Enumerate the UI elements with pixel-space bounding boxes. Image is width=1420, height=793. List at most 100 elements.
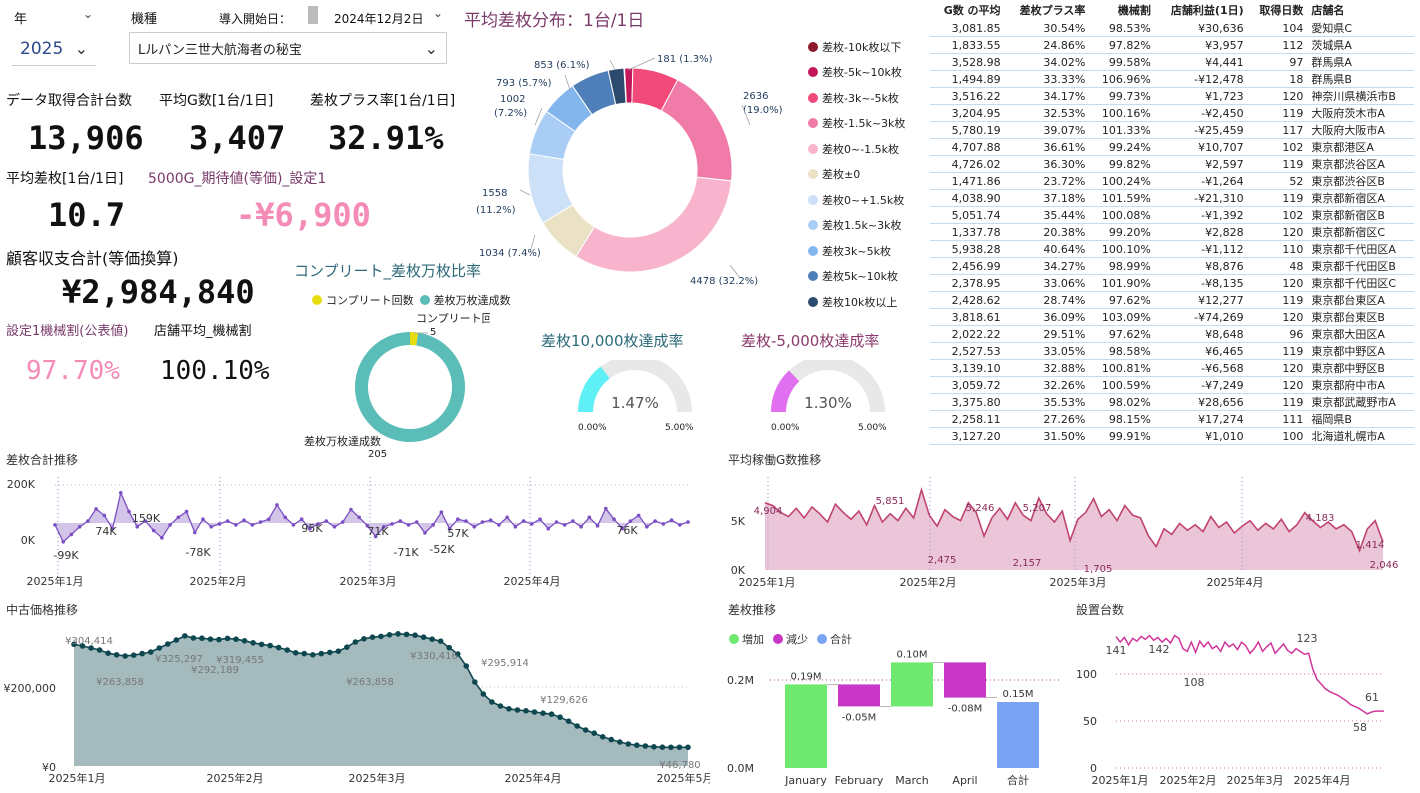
legend-item[interactable]: 差枚-5k~10k枚 bbox=[808, 60, 905, 86]
x-tick-label: 2025年4月 bbox=[1207, 575, 1264, 589]
table-row[interactable]: 3,516.22 34.17% 99.73% ¥1,723 120 神奈川県横浜市B bbox=[930, 87, 1414, 105]
legend-item[interactable]: 差枚5k~10k枚 bbox=[808, 264, 905, 290]
table-row[interactable]: 1,833.55 24.86% 97.82% ¥3,957 112 茨城県A bbox=[930, 36, 1414, 54]
data-point bbox=[250, 640, 256, 646]
table-cell: 東京都新宿区A bbox=[1307, 189, 1414, 207]
data-point bbox=[685, 744, 691, 751]
legend-dot bbox=[808, 92, 818, 103]
year-dropdown[interactable]: 2025 ⌄ bbox=[12, 32, 96, 66]
series-line bbox=[764, 486, 1384, 553]
legend-item[interactable]: 差枚-10k枚以下 bbox=[808, 34, 905, 60]
data-point bbox=[275, 503, 279, 507]
table-row[interactable]: 3,139.10 32.88% 100.81% -¥6,568 120 東京都中野区B bbox=[930, 359, 1414, 377]
legend-item[interactable]: 差枚±0 bbox=[808, 162, 905, 188]
leader-line bbox=[627, 57, 656, 71]
table-row[interactable]: 1,337.78 20.38% 99.20% ¥2,828 120 東京都新宿区C bbox=[930, 223, 1414, 241]
chevron-down-icon: ⌄ bbox=[74, 39, 88, 58]
table-row[interactable]: 2,022.22 29.51% 97.62% ¥8,648 96 東京都大田区A bbox=[930, 325, 1414, 343]
legend-item[interactable]: 差枚3k~5k枚 bbox=[808, 238, 905, 264]
table-row[interactable]: 4,726.02 36.30% 99.82% ¥2,597 119 東京都渋谷区A bbox=[930, 155, 1414, 173]
table-cell: 20.38% bbox=[1004, 223, 1090, 241]
legend-item[interactable]: 差枚0~+1.5k枚 bbox=[808, 187, 905, 213]
data-point bbox=[69, 532, 74, 537]
series-area bbox=[55, 492, 688, 542]
data-point bbox=[199, 635, 205, 642]
chevron-down-icon[interactable]: ⌄ bbox=[83, 7, 94, 21]
column-header[interactable]: 取得日数 bbox=[1259, 4, 1304, 17]
table-row[interactable]: 2,456.99 34.27% 98.99% ¥8,876 48 東京都千代田区B bbox=[930, 257, 1414, 275]
table-cell: ¥12,277 bbox=[1154, 291, 1248, 309]
table-row[interactable]: 4,038.90 37.18% 101.59% -¥21,310 119 東京都新宿区A bbox=[930, 189, 1414, 207]
table-cell: 39.07% bbox=[1004, 121, 1090, 139]
table-row[interactable]: 3,528.98 34.02% 99.58% ¥4,441 97 群馬県A bbox=[930, 53, 1414, 71]
legend-item[interactable]: 差枚-1.5k~3k枚 bbox=[808, 111, 905, 137]
legend-item[interactable]: 差枚10k枚以上 bbox=[808, 289, 905, 315]
data-label: 5,851 bbox=[876, 496, 905, 507]
legend-item[interactable]: 差枚-3k~-5k枚 bbox=[808, 85, 905, 111]
table-row[interactable]: 2,378.95 33.06% 101.90% -¥8,135 120 東京都千代田区C bbox=[930, 274, 1414, 292]
data-label: 76K bbox=[616, 524, 638, 537]
table-row[interactable]: 2,527.53 33.05% 98.58% ¥6,465 119 東京都中野区A bbox=[930, 342, 1414, 360]
gauge-max: 5.00% bbox=[665, 423, 694, 433]
table-row[interactable]: 3,081.85 30.54% 98.53% ¥30,636 104 愛知県C bbox=[930, 20, 1414, 37]
table-cell: -¥1,392 bbox=[1154, 206, 1248, 224]
x-tick-label: 2025年3月 bbox=[340, 574, 397, 588]
data-label: 5,207 bbox=[1023, 503, 1052, 514]
table-cell: 34.02% bbox=[1004, 53, 1090, 71]
table-row[interactable]: 5,780.19 39.07% 101.33% -¥25,459 117 大阪府大阪市A bbox=[930, 121, 1414, 139]
table-row[interactable]: 1,494.89 33.33% 106.96% -¥12,478 18 群馬県B bbox=[930, 70, 1414, 88]
data-point bbox=[291, 523, 296, 527]
table-cell: 3,139.10 bbox=[930, 359, 1005, 377]
chevron-down-icon[interactable]: ⌄ bbox=[433, 6, 444, 20]
table-row[interactable]: 3,059.72 32.26% 100.59% -¥7,249 120 東京都府中市A bbox=[930, 376, 1414, 394]
table-row[interactable]: 3,818.61 36.09% 103.09% -¥74,269 120 東京都台東区B bbox=[930, 308, 1414, 326]
legend-item[interactable]: 差枚1.5k~3k枚 bbox=[808, 213, 905, 239]
table-cell: ¥8,648 bbox=[1154, 325, 1248, 343]
column-header[interactable]: G数 の平均 bbox=[943, 4, 1001, 17]
gauge-fill bbox=[578, 366, 610, 412]
column-header[interactable]: 機械割 bbox=[1117, 4, 1151, 17]
data-point bbox=[53, 523, 57, 527]
table-cell: 100.10% bbox=[1089, 240, 1155, 258]
table-row[interactable]: 4,707.88 36.61% 99.24% ¥10,707 102 東京都港区A bbox=[930, 138, 1414, 156]
table-row[interactable]: 2,258.11 27.26% 98.15% ¥17,274 111 福岡県B bbox=[930, 410, 1414, 428]
column-header[interactable]: 差枚プラス率 bbox=[1019, 4, 1086, 17]
table-row[interactable]: 3,375.80 35.53% 98.02% ¥28,656 119 東京都武蔵野市A bbox=[930, 393, 1414, 411]
table-row[interactable]: 3,127.20 31.50% 99.91% ¥1,010 100 北海道札幌市A bbox=[930, 427, 1414, 445]
date-slider-handle[interactable] bbox=[308, 6, 318, 24]
table-row[interactable]: 3,204.95 32.53% 100.16% -¥2,450 119 大阪府茨木市A bbox=[930, 104, 1414, 122]
setting1-label: 設定1機械割(公表値) bbox=[6, 324, 129, 339]
table-cell: 98.58% bbox=[1089, 342, 1155, 360]
legend-label: 差枚0~-1.5k枚 bbox=[822, 142, 900, 156]
x-tick-label: 2025年5月 bbox=[657, 771, 711, 785]
data-point bbox=[557, 714, 563, 720]
table-cell: 東京都千代田区C bbox=[1307, 274, 1414, 292]
table-cell: 112 bbox=[1247, 36, 1308, 54]
data-point bbox=[135, 525, 140, 529]
column-header[interactable]: 店舗利益(1日) bbox=[1170, 4, 1244, 17]
table-cell: 100.24% bbox=[1089, 172, 1155, 190]
table-cell: 28.74% bbox=[1004, 291, 1090, 309]
x-tick-label: 2025年3月 bbox=[1227, 773, 1284, 787]
start-date-value[interactable]: 2024年12月2日 bbox=[334, 12, 424, 26]
machine-dropdown[interactable]: Lルパン三世大航海者の秘宝 ⌄ bbox=[129, 32, 447, 64]
legend-dot bbox=[808, 169, 818, 180]
y-tick-label: 0K bbox=[731, 564, 746, 577]
table-cell: 48 bbox=[1247, 257, 1308, 275]
legend-dot bbox=[808, 41, 818, 52]
data-label: ¥319,455 bbox=[216, 655, 264, 666]
data-point bbox=[429, 636, 435, 642]
column-header[interactable]: 店舗名 bbox=[1311, 4, 1345, 17]
table-cell: 4,707.88 bbox=[930, 138, 1005, 156]
legend-item[interactable]: 差枚0~-1.5k枚 bbox=[808, 136, 905, 162]
data-point bbox=[669, 518, 674, 522]
data-point bbox=[497, 523, 501, 527]
table-cell: 119 bbox=[1247, 393, 1308, 411]
table-row[interactable]: 2,428.62 28.74% 97.62% ¥12,277 119 東京都台東区A bbox=[930, 291, 1414, 309]
table-row[interactable]: 1,471.86 23.72% 100.24% -¥1,264 52 東京都渋谷区B bbox=[930, 172, 1414, 190]
table-cell: 32.53% bbox=[1004, 104, 1090, 122]
table-cell: ¥6,465 bbox=[1154, 342, 1248, 360]
data-point bbox=[224, 635, 231, 642]
table-row[interactable]: 5,938.28 40.64% 100.10% -¥1,112 110 東京都千代田区A bbox=[930, 240, 1414, 258]
table-row[interactable]: 5,051.74 35.44% 100.08% -¥1,392 102 東京都新宿区B bbox=[930, 206, 1414, 224]
